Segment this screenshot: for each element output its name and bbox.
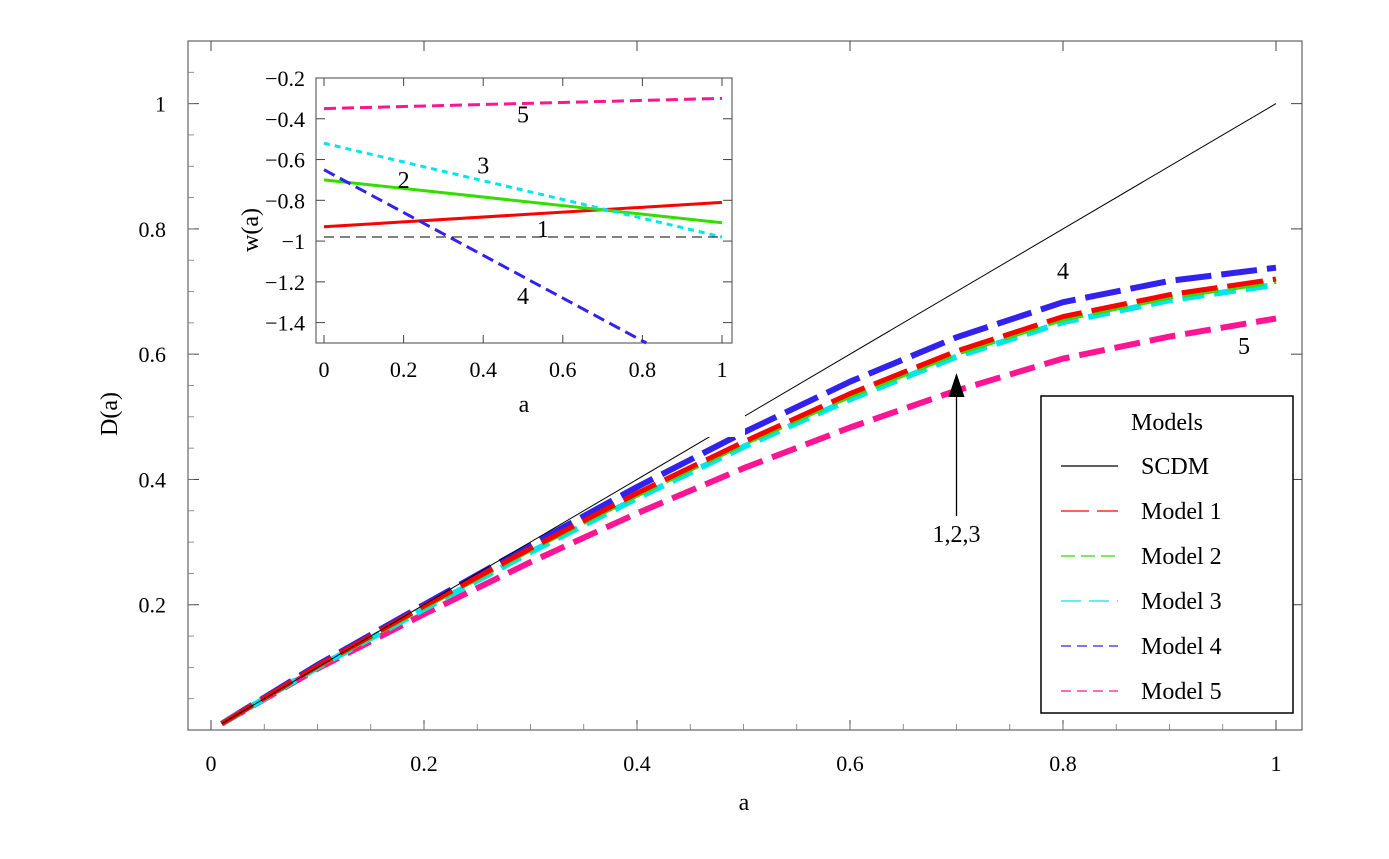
inset-annotation-label: 4 [517, 284, 529, 310]
main-x-tick-label: 0 [206, 751, 217, 776]
main-x-tick-label: 0.8 [1049, 751, 1077, 776]
legend-entry-label: Model 1 [1141, 499, 1222, 525]
main-ticks: 0 0.2 0.4 0.6 0.8 1 0.2 0.4 0.6 0.8 1 [139, 41, 1302, 776]
inset-x-tick-label: 0 [319, 357, 330, 382]
inset-y-axis-label: w(a) [238, 208, 264, 252]
inset-series-line-3 [323, 141, 723, 239]
inset-plot-frame [315, 77, 733, 344]
main-annotation-label: 5 [1238, 334, 1250, 360]
inset-annotation-label: 1 [537, 217, 549, 243]
main-y-tick-label: 1 [155, 92, 166, 117]
inset-y-tick-label: −1.4 [265, 311, 305, 336]
legend-entry-label: Model 2 [1141, 544, 1222, 570]
inset-x-tick-label: 0.4 [469, 357, 497, 382]
legend-box [1040, 395, 1294, 714]
main-annotations: 4 5 1,2,3 [933, 259, 1251, 548]
main-x-tick-label: 0.2 [410, 751, 438, 776]
inset-series-line-4 [323, 168, 648, 345]
series-line-model-5 [220, 315, 1277, 727]
legend-title: Models [1131, 410, 1203, 436]
main-y-axis-label: D(a) [97, 392, 123, 436]
main-x-axis-label: a [739, 790, 750, 816]
main-y-tick-label: 0.2 [139, 593, 167, 618]
inset-y-tick-label: −0.2 [265, 66, 305, 91]
main-y-tick-label: 0.6 [139, 342, 167, 367]
inset-x-tick-label: 0.8 [629, 357, 657, 382]
inset-annotations: 5 3 2 1 4 [398, 103, 549, 310]
legend: Models SCDM Model 1 Model 2 Model 3 Model 4 M… [1040, 395, 1294, 714]
inset-y-tick-label: −0.8 [265, 188, 305, 213]
main-annotation-label: 1,2,3 [933, 522, 981, 548]
series-line-scdm [221, 103, 1277, 725]
inset-series-line-1 [323, 200, 723, 229]
inset-y-tick-label: −0.6 [265, 148, 305, 173]
main-series [220, 103, 1277, 727]
main-annotation-label: 4 [1057, 259, 1069, 285]
annotation-arrow-head [948, 372, 965, 397]
inset-annotation-label: 5 [517, 103, 529, 129]
main-y-tick-label: 0.4 [139, 467, 167, 492]
legend-entry-label: Model 5 [1141, 679, 1222, 705]
main-y-tick-label: 0.8 [139, 217, 167, 242]
inset-x-tick-label: 0.2 [390, 357, 418, 382]
inset-ticks: 0 0.2 0.4 0.6 0.8 1 −0.2 −0.4 −0.6 −0.8 −1 −1.2 −1.4 [265, 66, 732, 382]
inset-series-line-5 [323, 96, 723, 111]
main-plot: 0 0.2 0.4 0.6 0.8 1 0.2 0.4 0.6 0.8 1 a D(a) 4 5 1,2… [97, 40, 1303, 816]
legend-entry-label: SCDM [1141, 454, 1209, 480]
inset-plot: 0 0.2 0.4 0.6 0.8 1 −0.2 −0.4 −0.6 −0.8 −1 −1.2 −1.4… [225, 66, 745, 437]
main-x-tick-label: 1 [1271, 751, 1282, 776]
inset-y-tick-label: −1.2 [265, 270, 305, 295]
main-x-tick-label: 0.4 [623, 751, 651, 776]
main-x-tick-label: 0.6 [836, 751, 864, 776]
inset-x-tick-label: 1 [717, 357, 728, 382]
inset-series [323, 96, 723, 345]
inset-x-axis-label: a [519, 392, 530, 418]
legend-entry-label: Model 3 [1141, 589, 1222, 615]
inset-y-tick-label: −0.4 [265, 107, 305, 132]
legend-entries: SCDM Model 1 Model 2 Model 3 Model 4 Model 5 [1061, 454, 1222, 705]
inset-x-tick-label: 0.6 [549, 357, 577, 382]
inset-annotation-label: 3 [477, 154, 489, 180]
inset-annotation-label: 2 [398, 168, 410, 194]
inset-series-line-2 [323, 178, 723, 225]
inset-y-tick-label: −1 [282, 229, 305, 254]
legend-entry-label: Model 4 [1141, 634, 1222, 660]
